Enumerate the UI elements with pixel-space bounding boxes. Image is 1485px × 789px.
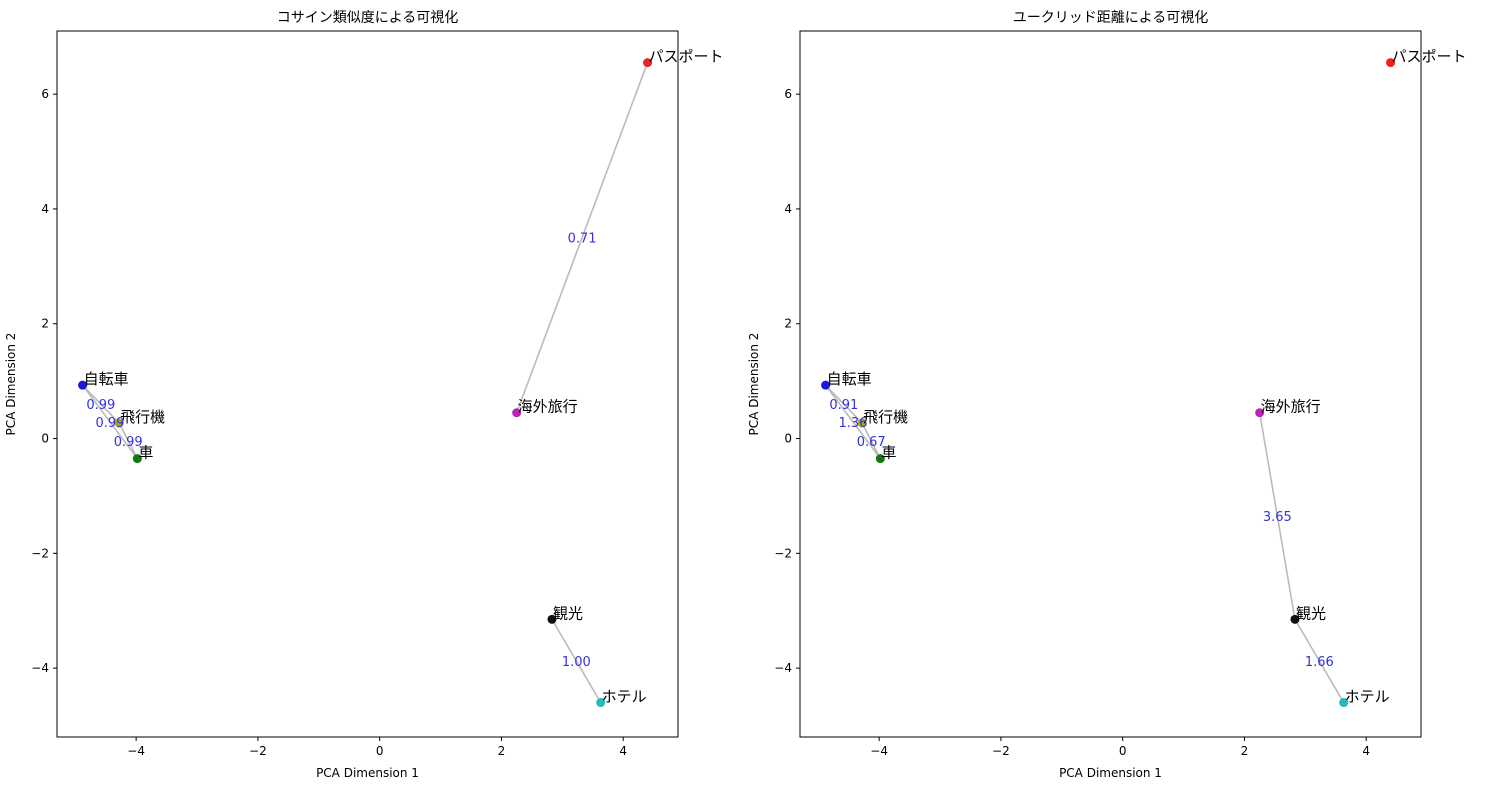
x-tick-label: 2 <box>1241 744 1249 758</box>
chart-title: コサイン類似度による可視化 <box>277 10 459 26</box>
edge-value-label: 0.67 <box>857 435 886 450</box>
edge-line <box>515 62 649 413</box>
x-tick-label: 4 <box>1362 744 1370 758</box>
data-point <box>1255 408 1265 418</box>
edge-value-label: 1.36 <box>838 416 867 431</box>
y-tick-label: 0 <box>41 432 49 446</box>
x-tick-label: −4 <box>870 744 888 758</box>
y-tick-label: −2 <box>31 546 49 560</box>
point-label: パスポート <box>1392 48 1467 66</box>
data-point <box>596 698 606 708</box>
edge-line <box>824 384 863 424</box>
point-label: 観光 <box>553 604 583 622</box>
point-label: 自転車 <box>84 370 129 388</box>
point-label: パスポート <box>649 48 724 66</box>
edge-value-label: 1.66 <box>1305 655 1334 670</box>
data-point <box>643 58 653 68</box>
x-tick-label: −4 <box>127 744 145 758</box>
y-tick-label: 6 <box>41 87 49 101</box>
edge-line <box>824 384 882 460</box>
edge-line <box>1258 412 1296 620</box>
data-point <box>821 380 831 390</box>
y-tick-label: 6 <box>784 87 792 101</box>
data-point <box>857 418 867 428</box>
data-point <box>1386 58 1396 68</box>
data-point <box>114 418 124 428</box>
edge-line <box>551 618 602 703</box>
point-label: 車 <box>881 444 896 462</box>
point-label: 自転車 <box>827 370 872 388</box>
x-tick-label: −2 <box>249 744 267 758</box>
data-point <box>512 408 522 418</box>
edge-value-label: 0.71 <box>568 232 597 247</box>
x-tick-label: 0 <box>1119 744 1127 758</box>
data-point <box>132 454 142 464</box>
point-label: ホテル <box>602 688 647 706</box>
point-label: 観光 <box>1296 604 1326 622</box>
edge-line <box>1294 618 1345 703</box>
y-tick-label: −4 <box>774 661 792 675</box>
data-point <box>1290 614 1300 624</box>
x-tick-label: 0 <box>376 744 384 758</box>
x-tick-label: 2 <box>498 744 506 758</box>
x-axis-label: PCA Dimension 1 <box>316 766 419 780</box>
y-tick-label: 2 <box>41 317 49 331</box>
y-axis-label: PCA Dimension 2 <box>4 333 18 436</box>
edge-line <box>81 384 120 424</box>
y-tick-label: 4 <box>41 202 49 216</box>
point-label: 飛行機 <box>863 408 908 426</box>
edge-line <box>81 384 139 460</box>
x-tick-label: 4 <box>619 744 627 758</box>
point-label: 飛行機 <box>120 408 165 426</box>
y-tick-label: 4 <box>784 202 792 216</box>
x-axis-label: PCA Dimension 1 <box>1059 766 1162 780</box>
edge-value-label: 0.99 <box>114 435 143 450</box>
data-point <box>547 614 557 624</box>
y-tick-label: 2 <box>784 317 792 331</box>
edge-value-label: 0.99 <box>95 416 124 431</box>
edge-value-label: 0.91 <box>829 398 858 413</box>
data-point <box>875 454 885 464</box>
plot-frame <box>56 30 679 738</box>
data-point <box>78 380 88 390</box>
chart-panel-2: ユークリッド距離による可視化 −4 −2 0 2 4 −4 −2 0 2 4 6 PCA Dimensi… <box>747 9 1467 780</box>
chart-title: ユークリッド距離による可視化 <box>1013 9 1209 26</box>
chart-panel-1: コサイン類似度による可視化 −4 −2 0 2 4 −4 −2 0 2 4 6 PCA Dimensio… <box>4 10 724 780</box>
plot-frame <box>799 30 1422 738</box>
y-axis-label: PCA Dimension 2 <box>747 333 761 436</box>
y-tick-label: 0 <box>784 432 792 446</box>
edge-line <box>118 422 139 459</box>
y-tick-label: −2 <box>774 546 792 560</box>
edge-value-label: 0.99 <box>86 398 115 413</box>
point-label: ホテル <box>1345 688 1390 706</box>
y-tick-label: −4 <box>31 661 49 675</box>
edge-value-label: 3.65 <box>1263 510 1292 525</box>
point-label: 海外旅行 <box>518 398 578 416</box>
edge-value-label: 1.00 <box>562 655 591 670</box>
point-label: 海外旅行 <box>1261 398 1321 416</box>
x-tick-label: −2 <box>992 744 1010 758</box>
point-label: 車 <box>138 444 153 462</box>
data-point <box>1339 698 1349 708</box>
edge-line <box>861 422 882 459</box>
